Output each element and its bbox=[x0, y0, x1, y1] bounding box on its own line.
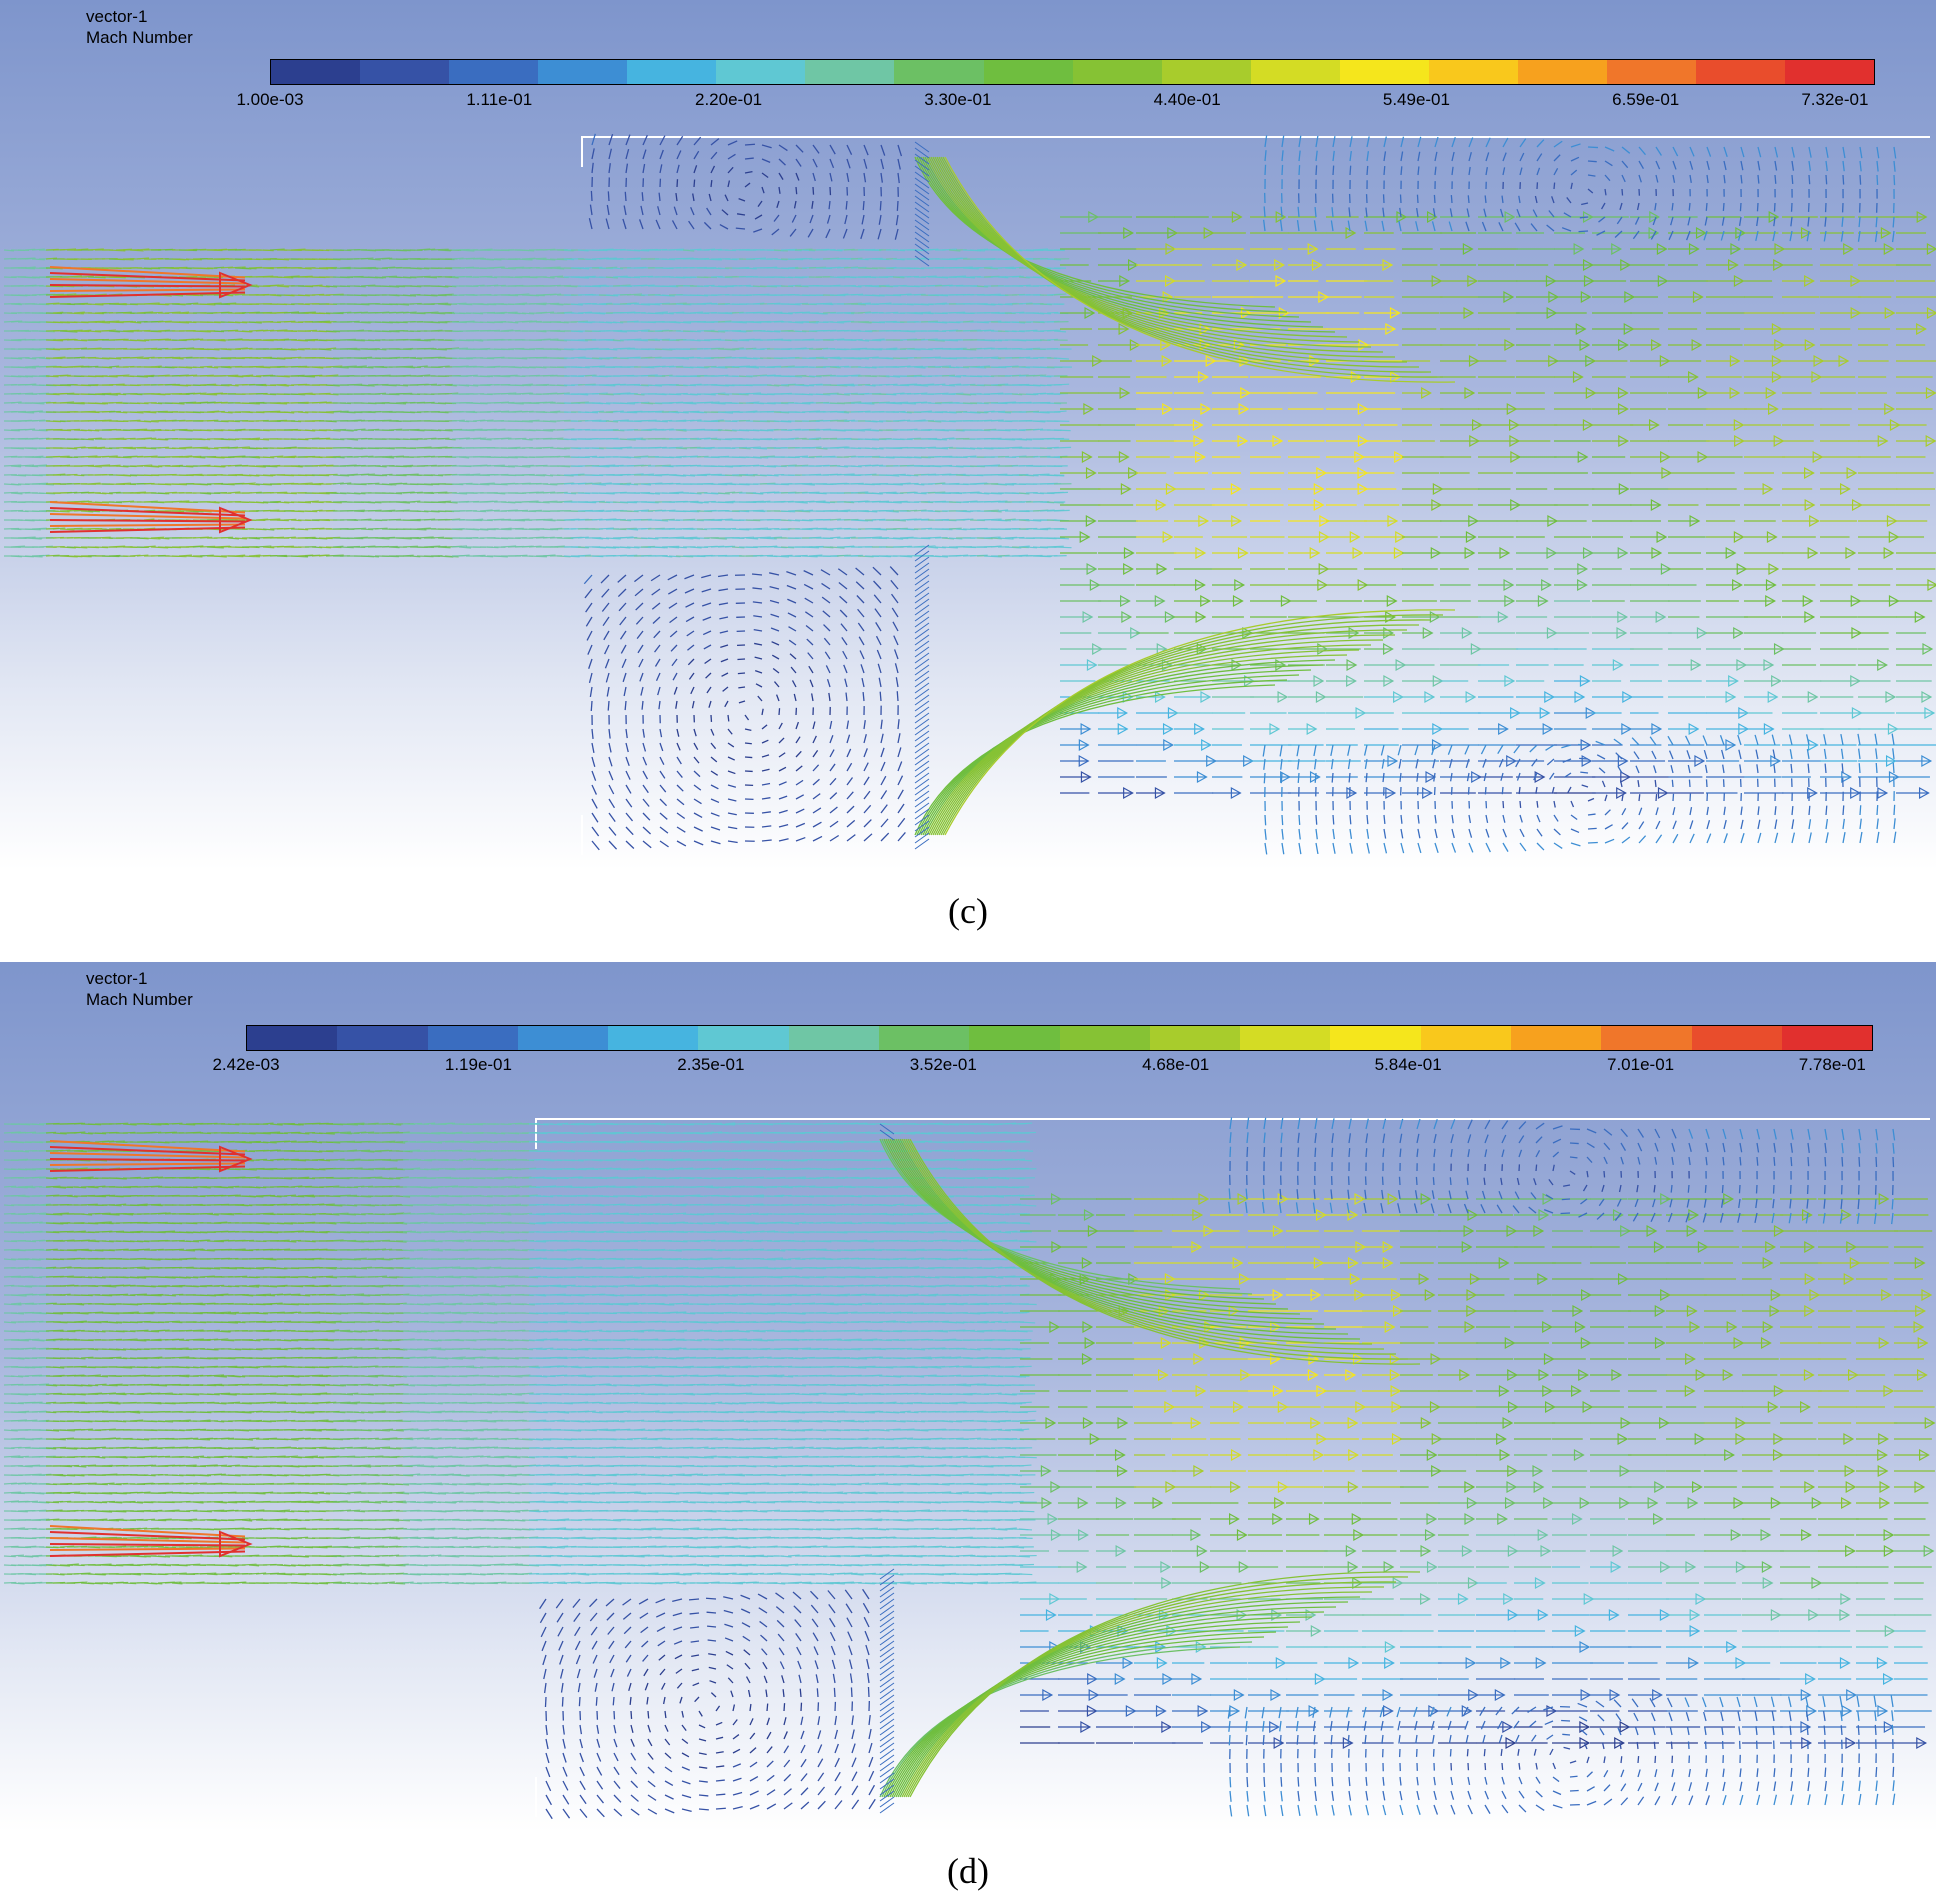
velocity-vectors bbox=[3, 133, 1936, 855]
tick-d-0: 2.42e-03 bbox=[212, 1055, 280, 1074]
legend-title-c: vector-1 Mach Number bbox=[86, 6, 193, 48]
tick-d-1: 1.19e-01 bbox=[444, 1055, 512, 1074]
colorbar-segment bbox=[449, 60, 539, 84]
colorbar-segment bbox=[247, 1026, 338, 1050]
colorbar-segment bbox=[271, 60, 361, 84]
colorbar-segment bbox=[427, 1026, 518, 1050]
quantity-c: Mach Number bbox=[86, 28, 193, 47]
colorbar-segment bbox=[983, 60, 1073, 84]
colorbar-segment bbox=[1696, 60, 1786, 84]
flow-field-c bbox=[0, 0, 1936, 870]
colorbar-segment bbox=[1161, 60, 1251, 84]
caption-c: (c) bbox=[948, 891, 988, 931]
colorbar-segment bbox=[1339, 60, 1429, 84]
colorbar-segment bbox=[1420, 1026, 1511, 1050]
colorbar-segment bbox=[517, 1026, 609, 1050]
colorbar-segment bbox=[1072, 60, 1162, 84]
panel-d: vector-1 Mach Number 2.42e-03 1.19e-01 2… bbox=[0, 962, 1936, 1832]
colorbar-segment bbox=[360, 60, 450, 84]
tick-d-6: 7.01e-01 bbox=[1607, 1055, 1675, 1074]
colorbar-segment bbox=[608, 1026, 699, 1050]
tick-d-4: 4.68e-01 bbox=[1142, 1055, 1210, 1074]
colorbar-segment bbox=[1691, 1026, 1782, 1050]
colorbar-segment bbox=[1510, 1026, 1602, 1050]
colorbar-segment bbox=[1428, 60, 1518, 84]
tick-c-4: 4.40e-01 bbox=[1153, 90, 1221, 109]
colorbar-segment bbox=[627, 60, 717, 84]
colorbar-segment bbox=[894, 60, 984, 84]
colorbar-c bbox=[270, 59, 1875, 85]
colorbar-segment bbox=[1059, 1026, 1150, 1050]
colorbar-segment bbox=[698, 1026, 789, 1050]
legend-title-d: vector-1 Mach Number bbox=[86, 968, 193, 1010]
colorbar-segment bbox=[716, 60, 806, 84]
colorbar-segment bbox=[1781, 1026, 1873, 1050]
colorbar-ticks-c: 1.00e-03 1.11e-01 2.20e-01 3.30e-01 4.40… bbox=[236, 90, 1875, 112]
tick-c-1: 1.11e-01 bbox=[466, 90, 533, 109]
flow-field-d bbox=[0, 962, 1936, 1832]
colorbar-segment bbox=[1606, 60, 1696, 84]
tick-d-7: 7.78e-01 bbox=[1798, 1055, 1866, 1074]
colorbar-segment bbox=[1250, 60, 1340, 84]
caption-d: (d) bbox=[947, 1851, 989, 1891]
colorbar-segment bbox=[1785, 60, 1875, 84]
colorbar-segment bbox=[788, 1026, 879, 1050]
colorbar-segment bbox=[337, 1026, 428, 1050]
colorbar-segment bbox=[1517, 60, 1607, 84]
colorbar-segment bbox=[1240, 1026, 1331, 1050]
colorbar-segment bbox=[1601, 1026, 1692, 1050]
colorbar-segment bbox=[805, 60, 895, 84]
velocity-vectors bbox=[3, 1117, 1936, 1820]
panel-c: vector-1 Mach Number 1.00e-03 1.11e-01 2… bbox=[0, 0, 1936, 870]
colorbar-d bbox=[246, 1025, 1873, 1051]
colorbar-segment bbox=[1149, 1026, 1241, 1050]
vector-name-d: vector-1 bbox=[86, 969, 148, 988]
tick-d-5: 5.84e-01 bbox=[1374, 1055, 1442, 1074]
colorbar-segment bbox=[878, 1026, 970, 1050]
tick-c-3: 3.30e-01 bbox=[924, 90, 992, 109]
vector-name-c: vector-1 bbox=[86, 7, 148, 26]
tick-c-7: 7.32e-01 bbox=[1801, 90, 1869, 109]
tick-c-5: 5.49e-01 bbox=[1382, 90, 1450, 109]
quantity-d: Mach Number bbox=[86, 990, 193, 1009]
colorbar-ticks-d: 2.42e-03 1.19e-01 2.35e-01 3.52e-01 4.68… bbox=[212, 1055, 1873, 1077]
tick-d-3: 3.52e-01 bbox=[909, 1055, 977, 1074]
colorbar-segment bbox=[969, 1026, 1060, 1050]
tick-d-2: 2.35e-01 bbox=[677, 1055, 745, 1074]
tick-c-2: 2.20e-01 bbox=[695, 90, 763, 109]
tick-c-0: 1.00e-03 bbox=[236, 90, 304, 109]
tick-c-6: 6.59e-01 bbox=[1612, 90, 1680, 109]
colorbar-segment bbox=[538, 60, 628, 84]
colorbar-segment bbox=[1330, 1026, 1421, 1050]
